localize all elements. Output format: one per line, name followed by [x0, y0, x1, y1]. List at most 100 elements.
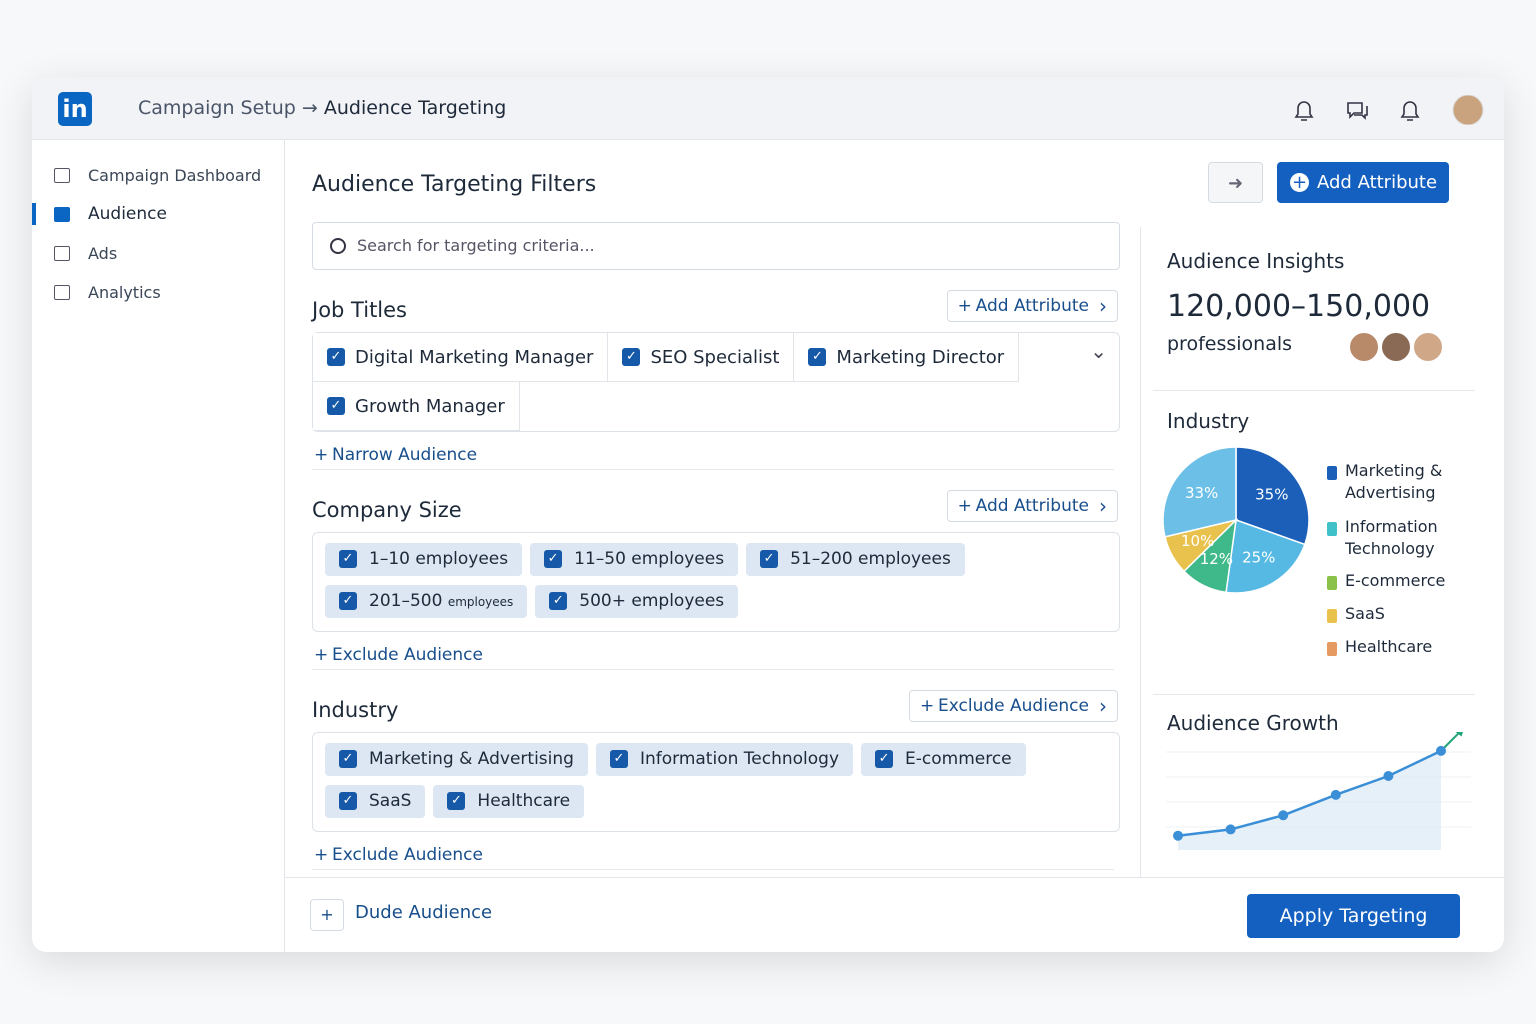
section-header: Company Size Add Attribute — [312, 488, 1120, 532]
legend-swatch — [1327, 576, 1337, 590]
filter-section: Job Titles Add Attribute Digital Marketing… — [312, 288, 1120, 470]
option-chip[interactable]: Healthcare — [433, 785, 585, 818]
nav-icon — [54, 246, 70, 261]
logo[interactable]: in — [58, 92, 92, 126]
nav-item[interactable]: Analytics — [32, 273, 284, 312]
section-action[interactable]: Add Attribute — [946, 290, 1118, 322]
option-box: 1–10 employees11–50 employees51–200 empl… — [312, 532, 1120, 632]
option-chip[interactable]: Marketing & Advertising — [325, 743, 588, 776]
growth-area — [1178, 750, 1441, 850]
legend-swatch — [1327, 642, 1337, 656]
growth-point — [1330, 789, 1341, 800]
legend-swatch — [1327, 609, 1337, 623]
nav-item[interactable]: Ads — [32, 234, 284, 273]
secondary-action[interactable]: Dude Audience — [355, 902, 493, 923]
legend-entry: SaaS — [1345, 604, 1385, 623]
chat-icon[interactable] — [1347, 102, 1368, 120]
top-icons — [1294, 95, 1484, 125]
user-avatar[interactable] — [1452, 95, 1484, 125]
bell-icon[interactable] — [1294, 101, 1314, 121]
option-chip[interactable]: Information Technology — [595, 743, 854, 776]
option-chip[interactable]: SEO Specialist — [608, 333, 795, 382]
pie-slice — [1235, 446, 1310, 546]
audience-unit: professionals — [1167, 333, 1293, 355]
legend-text: Marketing & Advertising — [1345, 461, 1443, 502]
growth-point — [1225, 824, 1236, 835]
pie-slice — [1225, 518, 1306, 594]
slice-label: 35% — [1255, 486, 1288, 504]
legend-entry: Information Technology — [1345, 517, 1438, 558]
section-title: Job Titles — [312, 298, 407, 322]
add-attribute-button[interactable]: + Add Attribute — [1277, 162, 1449, 203]
insights-panel: Audience Insights 120,000–150,000 profes… — [1140, 227, 1480, 877]
legend-swatch — [1327, 466, 1337, 480]
dropdown-chevron[interactable]: ⌄ — [1090, 339, 1107, 363]
legend-entry: E-commerce — [1345, 571, 1446, 590]
legend-text: Healthcare — [1345, 637, 1433, 656]
search-box[interactable]: Search for targeting criteria... — [312, 222, 1120, 270]
pie-slice — [1162, 446, 1237, 538]
section-link[interactable]: Exclude Audience — [312, 640, 1114, 670]
section-action[interactable]: Exclude Audience — [909, 690, 1118, 722]
crumb[interactable]: Campaign Setup — [138, 97, 296, 119]
apply-button[interactable]: Apply Targeting — [1247, 894, 1460, 938]
legend-entry: Marketing & Advertising — [1345, 461, 1443, 502]
section-link[interactable]: Exclude Audience — [312, 840, 1114, 870]
chart-title: Industry — [1167, 409, 1250, 433]
growth-point — [1278, 810, 1289, 821]
filter-section: Industry Exclude Audience Marketing & Adve… — [312, 688, 1120, 870]
arrow-button[interactable]: ➜ — [1208, 162, 1263, 203]
audience-size: 120,000–150,000 — [1167, 289, 1431, 324]
add-icon-button[interactable]: + — [310, 899, 344, 931]
bell-icon[interactable] — [1400, 101, 1420, 121]
insights-title: Audience Insights — [1167, 249, 1345, 273]
nav-icon — [54, 168, 70, 183]
option-chip[interactable]: Marketing Director — [794, 333, 1020, 382]
chip-note: employees — [447, 595, 514, 609]
legend-entry: Healthcare — [1345, 637, 1433, 656]
growth-chart — [1166, 732, 1471, 850]
option-chip[interactable]: 11–50 employees — [530, 543, 739, 576]
section-action[interactable]: Add Attribute — [946, 490, 1118, 522]
legend-swatch — [1327, 522, 1337, 536]
nav-icon — [54, 285, 70, 300]
option-chip[interactable]: SaaS — [325, 785, 426, 818]
option-chip[interactable]: 51–200 employees — [746, 543, 965, 576]
crumb-current: Audience Targeting — [323, 97, 507, 119]
filter-section: Company Size Add Attribute 1–10 employees1… — [312, 488, 1120, 670]
growth-line — [1177, 749, 1442, 837]
nav-item[interactable]: Campaign Dashboard — [32, 156, 284, 195]
nav-item[interactable]: Audience — [32, 195, 284, 234]
sidebar: Campaign Dashboard Audience Ads Analytics — [32, 140, 285, 952]
section-title: Industry — [312, 698, 399, 722]
option-chip[interactable]: 1–10 employees — [325, 543, 523, 576]
section-title: Company Size — [312, 498, 462, 522]
option-chip[interactable]: Growth Manager — [313, 382, 520, 431]
slice-label: 10% — [1181, 532, 1214, 550]
section-header: Job Titles Add Attribute — [312, 288, 1120, 332]
filters-panel: Audience Targeting Filters Search for ta… — [312, 140, 1120, 870]
top-bar: in Campaign Setup → Audience Targeting — [32, 77, 1504, 140]
avatars — [1348, 331, 1444, 363]
button-label: Add Attribute — [1317, 172, 1438, 193]
growth-point — [1383, 771, 1394, 781]
option-chip[interactable]: 201–500 employees — [325, 585, 528, 618]
section-header: Industry Exclude Audience — [312, 688, 1120, 732]
legend-text: E-commerce — [1345, 571, 1446, 590]
nav-icon — [54, 207, 70, 222]
option-chip[interactable]: E-commerce — [861, 743, 1026, 776]
breadcrumb: Campaign Setup → Audience Targeting — [138, 97, 507, 119]
growth-point — [1173, 830, 1183, 841]
chip-text: 201–500 — [369, 591, 443, 611]
chart-title: Audience Growth — [1167, 711, 1339, 735]
option-chip[interactable]: Digital Marketing Manager — [313, 333, 609, 382]
slice-label: 25% — [1242, 548, 1275, 566]
legend-text: Information Technology — [1345, 517, 1438, 558]
option-chip[interactable]: 500+ employees — [535, 585, 739, 618]
slice-label: 12% — [1200, 550, 1233, 568]
growth-point — [1436, 745, 1446, 756]
legend-text: SaaS — [1345, 604, 1385, 623]
section-link[interactable]: Narrow Audience — [312, 440, 1114, 470]
page-title: Audience Targeting Filters — [312, 172, 597, 197]
